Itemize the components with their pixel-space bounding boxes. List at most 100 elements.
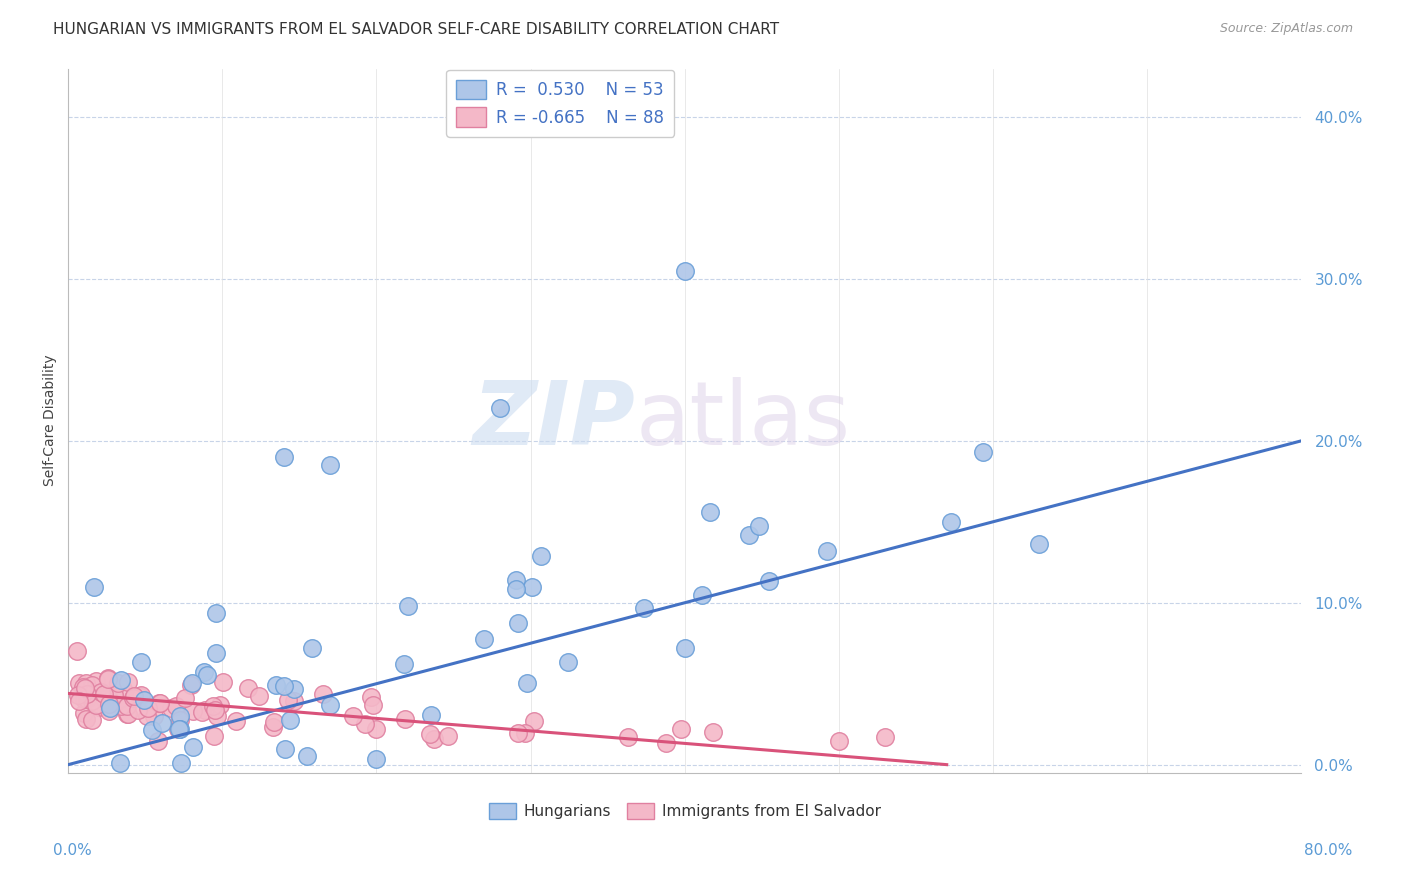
Point	[205, 647, 228, 661]
Point	[247, 690, 270, 704]
Point	[122, 690, 145, 705]
Point	[111, 681, 134, 696]
Point	[73, 691, 96, 706]
Point	[75, 675, 97, 690]
Point	[90, 684, 112, 698]
Point	[89, 699, 111, 714]
Point	[557, 655, 579, 669]
Point	[225, 714, 247, 728]
Point	[702, 724, 724, 739]
Point	[506, 725, 529, 739]
Point	[758, 574, 780, 589]
Point	[76, 691, 98, 706]
Point	[97, 704, 120, 718]
Point	[72, 680, 94, 694]
Point	[169, 709, 191, 723]
Point	[146, 734, 169, 748]
Point	[159, 701, 181, 715]
Point	[212, 675, 235, 690]
Point	[422, 732, 444, 747]
Point	[93, 688, 115, 702]
Point	[262, 720, 284, 734]
Point	[208, 698, 231, 713]
Point	[312, 687, 335, 701]
Point	[115, 699, 138, 714]
Point	[129, 688, 152, 702]
Point	[972, 445, 994, 459]
Point	[122, 689, 145, 703]
Point	[283, 694, 305, 708]
Point	[66, 644, 89, 658]
Point	[67, 688, 90, 702]
Point	[117, 707, 139, 722]
Point	[142, 709, 165, 723]
Point	[73, 706, 96, 720]
Point	[132, 693, 155, 707]
Point	[104, 681, 127, 695]
Point	[103, 688, 125, 702]
Point	[75, 712, 97, 726]
Point	[180, 677, 202, 691]
Point	[523, 714, 546, 728]
Point	[194, 703, 217, 717]
Text: atlas: atlas	[636, 377, 851, 464]
Point	[419, 708, 441, 723]
Point	[301, 640, 323, 655]
Point	[136, 709, 159, 723]
Text: 80.0%: 80.0%	[1305, 843, 1353, 858]
Point	[673, 264, 696, 278]
Point	[69, 694, 91, 708]
Point	[319, 698, 342, 712]
Point	[195, 667, 218, 681]
Point	[127, 703, 149, 717]
Point	[97, 673, 120, 687]
Point	[669, 722, 692, 736]
Point	[617, 730, 640, 744]
Point	[165, 699, 187, 714]
Point	[472, 632, 495, 646]
Point	[488, 401, 510, 416]
Point	[295, 749, 318, 764]
Point	[129, 656, 152, 670]
Point	[128, 690, 150, 704]
Text: HUNGARIAN VS IMMIGRANTS FROM EL SALVADOR SELF-CARE DISABILITY CORRELATION CHART: HUNGARIAN VS IMMIGRANTS FROM EL SALVADOR…	[53, 22, 779, 37]
Point	[506, 615, 529, 630]
Point	[354, 717, 377, 731]
Point	[174, 690, 197, 705]
Point	[170, 756, 193, 770]
Text: 0.0%: 0.0%	[53, 843, 93, 858]
Point	[97, 697, 120, 711]
Point	[80, 694, 103, 708]
Point	[873, 730, 896, 744]
Point	[110, 699, 132, 714]
Point	[67, 676, 90, 690]
Point	[98, 701, 121, 715]
Point	[673, 640, 696, 655]
Point	[115, 706, 138, 721]
Point	[522, 580, 544, 594]
Point	[201, 699, 224, 714]
Point	[150, 716, 173, 731]
Point	[633, 601, 655, 615]
Point	[513, 726, 536, 740]
Point	[169, 722, 191, 736]
Point	[190, 705, 212, 719]
Point	[941, 515, 963, 529]
Point	[280, 714, 302, 728]
Point	[110, 673, 132, 688]
Point	[169, 713, 191, 727]
Point	[97, 688, 120, 702]
Point	[141, 723, 163, 738]
Point	[117, 675, 139, 690]
Text: ZIP: ZIP	[472, 377, 636, 464]
Point	[505, 582, 527, 596]
Point	[419, 727, 441, 741]
Point	[516, 676, 538, 690]
Point	[283, 681, 305, 696]
Point	[110, 756, 132, 770]
Point	[148, 696, 170, 710]
Point	[364, 722, 387, 736]
Point	[75, 681, 97, 695]
Point	[748, 518, 770, 533]
Point	[84, 674, 107, 689]
